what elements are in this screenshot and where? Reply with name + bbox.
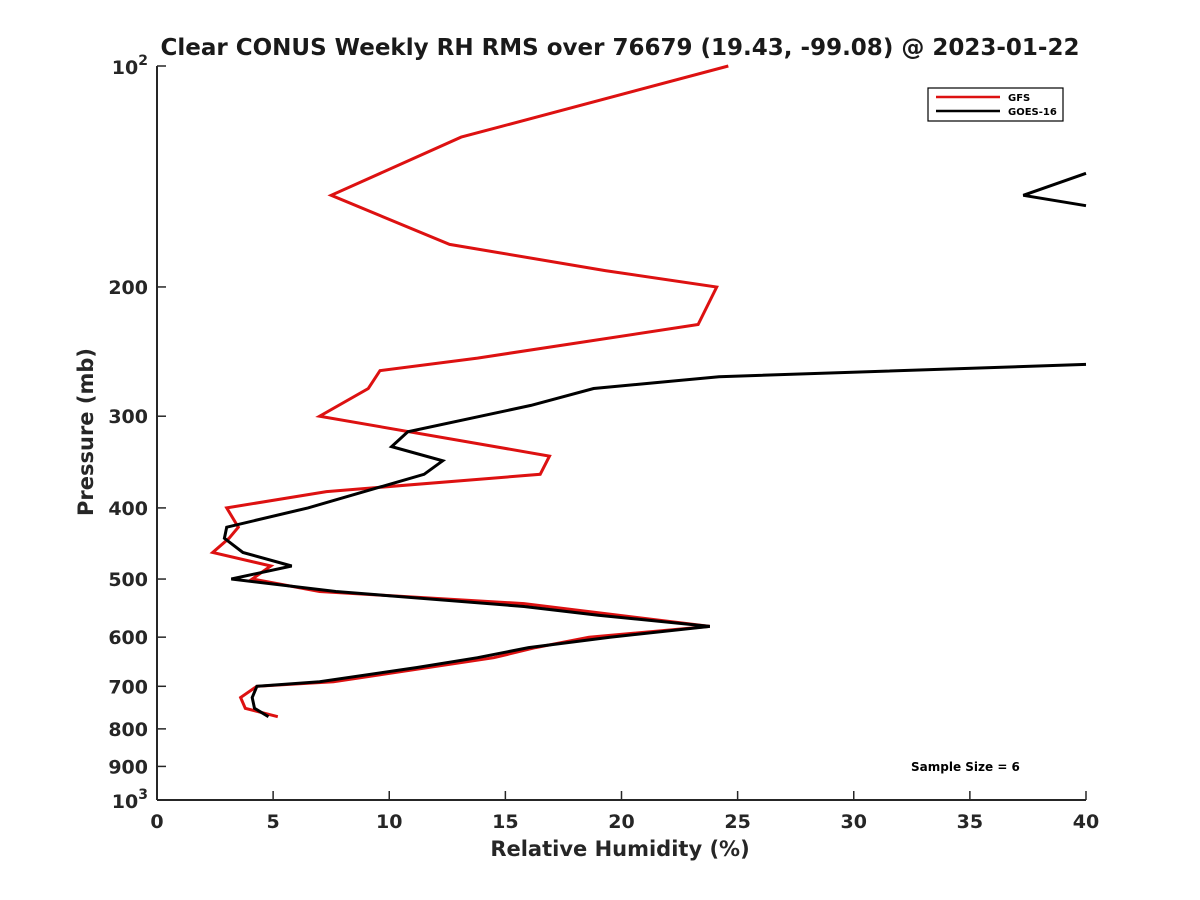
y-tick-label: 700 [108, 676, 148, 698]
y-tick-label: 300 [108, 406, 148, 428]
legend: GFS GOES-16 [927, 87, 1064, 122]
x-axis-label: Relative Humidity (%) [490, 837, 749, 861]
y-tick-label: 400 [108, 498, 148, 520]
y-tick-label: 102 [112, 53, 148, 79]
x-tick-label: 0 [150, 811, 163, 833]
axes-layer: 0 5 10 15 20 25 30 35 40 102 200 300 400 500 600 700 800… [108, 53, 1099, 833]
y-tick-label: 900 [108, 756, 148, 778]
sample-size-annotation: Sample Size = 6 [911, 760, 1020, 774]
y-tick-label: 600 [108, 627, 148, 649]
series-line-gfs [209, 64, 729, 719]
x-tick-label: 25 [724, 811, 750, 833]
x-tick-label: 35 [957, 811, 983, 833]
legend-goes-label: GOES-16 [1008, 107, 1057, 118]
chart-title: Clear CONUS Weekly RH RMS over 76679 (19… [161, 35, 1080, 61]
series-line-goes-16 [222, 171, 1087, 718]
y-tick-label: 200 [108, 277, 148, 299]
legend-gfs-label: GFS [1008, 93, 1030, 104]
y-axis-label: Pressure (mb) [74, 348, 98, 516]
x-tick-label: 30 [841, 811, 867, 833]
y-tick-label: 800 [108, 719, 148, 741]
y-tick-label: 500 [108, 569, 148, 591]
x-tick-label: 15 [492, 811, 518, 833]
x-tick-label: 20 [608, 811, 634, 833]
y-tick-label: 103 [112, 787, 148, 813]
x-tick-label: 5 [267, 811, 280, 833]
legend-box [927, 87, 1064, 122]
series-layer [209, 64, 1087, 719]
x-tick-label: 10 [376, 811, 402, 833]
x-tick-label: 40 [1073, 811, 1099, 833]
